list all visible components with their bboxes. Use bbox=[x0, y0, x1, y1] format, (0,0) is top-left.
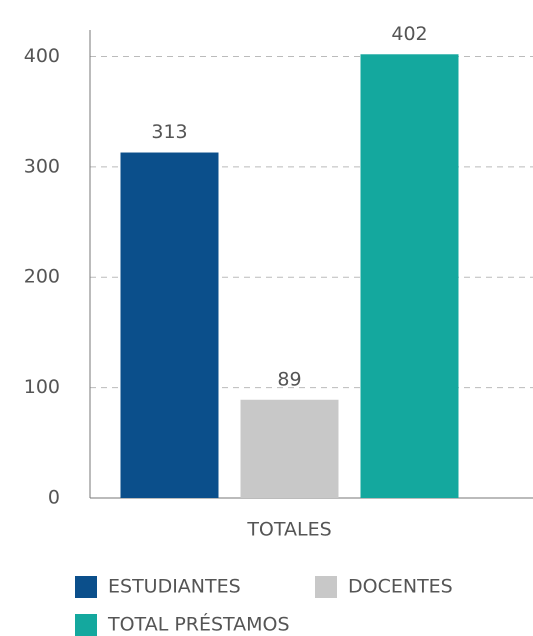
legend-label: DOCENTES bbox=[348, 576, 453, 598]
y-tick-label: 200 bbox=[24, 266, 60, 288]
legend-label: ESTUDIANTES bbox=[108, 576, 241, 598]
bar bbox=[120, 152, 219, 499]
legend-swatch bbox=[75, 576, 97, 598]
bar bbox=[360, 54, 459, 498]
y-tick-label: 100 bbox=[24, 376, 60, 398]
legend-swatch bbox=[315, 576, 337, 598]
y-tick-label: 0 bbox=[48, 487, 60, 509]
y-tick-label: 400 bbox=[24, 45, 60, 67]
y-tick-label: 300 bbox=[24, 155, 60, 177]
data-label: 89 bbox=[277, 368, 301, 390]
data-label: 402 bbox=[391, 23, 427, 45]
legend-label: TOTAL PRÉSTAMOS bbox=[107, 613, 290, 636]
legend-swatch bbox=[75, 614, 97, 636]
x-tick-label: TOTALES bbox=[246, 519, 331, 541]
bar bbox=[240, 399, 339, 498]
data-label: 313 bbox=[151, 121, 187, 143]
